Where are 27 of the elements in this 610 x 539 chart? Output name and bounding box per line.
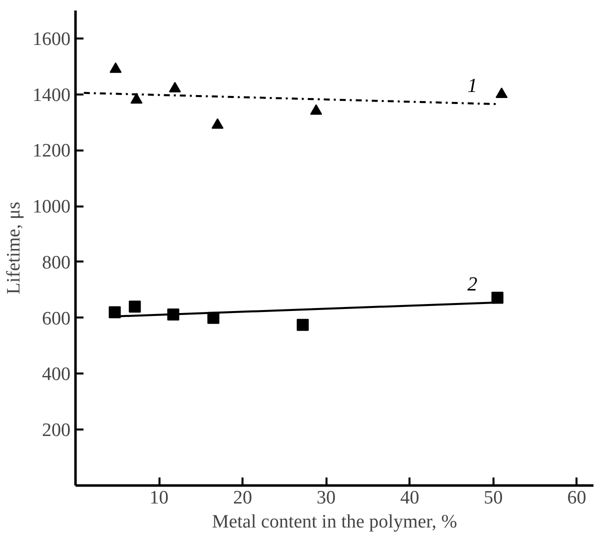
- point: [296, 318, 309, 331]
- y-tick-label: 800: [42, 252, 70, 274]
- point: [310, 104, 322, 115]
- point: [212, 118, 224, 129]
- point: [110, 62, 122, 73]
- x-tick-label: 20: [233, 488, 252, 508]
- y-tick-label: 1000: [32, 196, 70, 218]
- y-tick-label: 200: [42, 420, 70, 442]
- y-tick-label: 1400: [32, 84, 70, 106]
- y-tick-label: 400: [42, 364, 70, 386]
- series-label: 1: [467, 75, 478, 98]
- x-tick-label: 60: [567, 488, 586, 508]
- point: [491, 292, 504, 304]
- y-tick-label: 600: [42, 308, 70, 330]
- point: [496, 87, 508, 98]
- point: [168, 82, 181, 92]
- y-tick-label: 1600: [32, 28, 70, 50]
- y-tick-label: 1200: [32, 140, 70, 162]
- x-tick-label: 10: [150, 488, 169, 508]
- point: [128, 300, 141, 313]
- series-label: 2: [467, 273, 478, 296]
- x-tick-label: 50: [484, 488, 503, 508]
- x-tick-label: 30: [316, 488, 336, 508]
- x-axis-title: Metal content in the polymer, %: [212, 512, 458, 532]
- x-tick-label: 40: [400, 488, 420, 508]
- y-axis-title: Lifetime, μs: [4, 202, 24, 294]
- point: [130, 93, 142, 104]
